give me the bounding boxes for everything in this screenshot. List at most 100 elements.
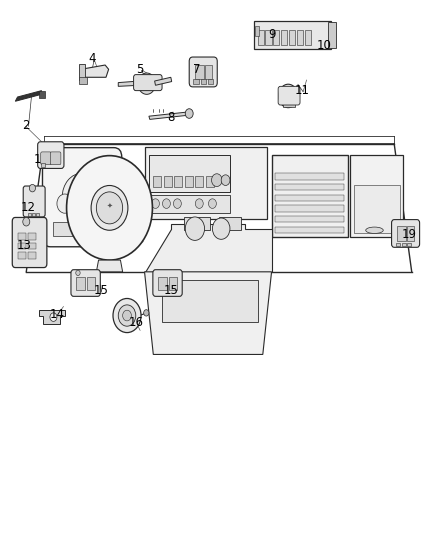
Bar	[18, 233, 26, 240]
Circle shape	[70, 182, 94, 212]
Circle shape	[162, 199, 170, 208]
Circle shape	[208, 199, 216, 208]
Circle shape	[113, 298, 141, 333]
Circle shape	[123, 310, 131, 321]
Bar	[174, 176, 182, 187]
Bar	[275, 184, 344, 190]
Bar	[149, 155, 230, 192]
Bar	[28, 243, 36, 249]
Bar	[162, 280, 258, 322]
Bar	[255, 26, 259, 36]
Circle shape	[76, 270, 80, 276]
Bar	[402, 243, 406, 246]
Polygon shape	[145, 272, 272, 354]
Text: 10: 10	[317, 39, 332, 52]
Bar	[195, 65, 204, 79]
Bar	[350, 155, 403, 237]
FancyBboxPatch shape	[71, 270, 100, 296]
Polygon shape	[118, 81, 139, 86]
Bar	[39, 91, 45, 98]
Bar	[265, 30, 272, 45]
Polygon shape	[15, 91, 42, 101]
Bar	[407, 243, 411, 246]
Text: 11: 11	[295, 84, 310, 97]
Polygon shape	[145, 224, 272, 272]
FancyBboxPatch shape	[50, 152, 61, 165]
Text: 14: 14	[49, 308, 64, 321]
Bar	[149, 195, 230, 213]
Text: 1: 1	[33, 154, 41, 166]
Bar	[28, 213, 31, 216]
FancyBboxPatch shape	[134, 75, 162, 91]
Text: 13: 13	[17, 239, 32, 252]
Bar	[407, 226, 414, 241]
Bar	[145, 147, 267, 219]
Bar	[79, 64, 85, 80]
Circle shape	[195, 199, 203, 208]
Bar	[169, 277, 177, 290]
Bar	[184, 217, 210, 230]
Bar	[396, 243, 400, 246]
Circle shape	[185, 109, 193, 118]
Bar	[328, 22, 336, 48]
Bar	[36, 213, 39, 216]
Bar	[397, 226, 406, 241]
Bar	[205, 65, 212, 79]
Circle shape	[57, 194, 73, 213]
FancyBboxPatch shape	[42, 148, 122, 247]
Circle shape	[212, 174, 222, 187]
Bar	[28, 233, 36, 240]
Circle shape	[138, 73, 155, 94]
Bar	[283, 101, 295, 107]
Bar	[201, 79, 206, 84]
Circle shape	[23, 217, 30, 226]
Text: 9: 9	[268, 28, 276, 41]
Circle shape	[67, 156, 152, 260]
Text: ✦: ✦	[106, 202, 113, 208]
Bar	[208, 79, 213, 84]
Circle shape	[283, 89, 294, 103]
Bar	[275, 195, 344, 201]
Circle shape	[118, 305, 136, 326]
Bar	[272, 155, 348, 237]
Polygon shape	[96, 260, 123, 272]
Bar	[195, 176, 203, 187]
FancyBboxPatch shape	[189, 57, 217, 87]
Text: 4: 4	[88, 52, 96, 65]
Bar	[41, 163, 45, 167]
Circle shape	[91, 185, 128, 230]
Bar	[32, 213, 35, 216]
Ellipse shape	[366, 227, 383, 233]
Circle shape	[212, 218, 230, 239]
Bar	[164, 176, 172, 187]
Circle shape	[279, 84, 298, 108]
Bar	[305, 30, 311, 45]
Circle shape	[141, 77, 152, 90]
Text: 16: 16	[128, 316, 143, 329]
Circle shape	[152, 199, 159, 208]
Bar	[273, 30, 279, 45]
Bar	[219, 217, 241, 230]
Bar	[254, 21, 331, 49]
Bar	[354, 185, 400, 233]
Circle shape	[29, 184, 35, 192]
Text: 2: 2	[22, 119, 30, 132]
Text: 8: 8	[167, 111, 174, 124]
Text: 15: 15	[93, 284, 108, 297]
Polygon shape	[81, 65, 109, 77]
Bar	[275, 216, 344, 222]
Polygon shape	[39, 310, 65, 324]
Bar	[275, 205, 344, 212]
Circle shape	[93, 191, 113, 214]
FancyBboxPatch shape	[12, 217, 47, 268]
Text: 19: 19	[402, 228, 417, 241]
Bar	[289, 30, 295, 45]
FancyBboxPatch shape	[38, 142, 64, 168]
FancyBboxPatch shape	[41, 152, 51, 165]
Bar	[28, 252, 36, 259]
FancyBboxPatch shape	[278, 86, 300, 105]
Bar	[281, 30, 287, 45]
Bar	[76, 277, 85, 290]
FancyBboxPatch shape	[392, 220, 420, 247]
Circle shape	[144, 310, 149, 316]
